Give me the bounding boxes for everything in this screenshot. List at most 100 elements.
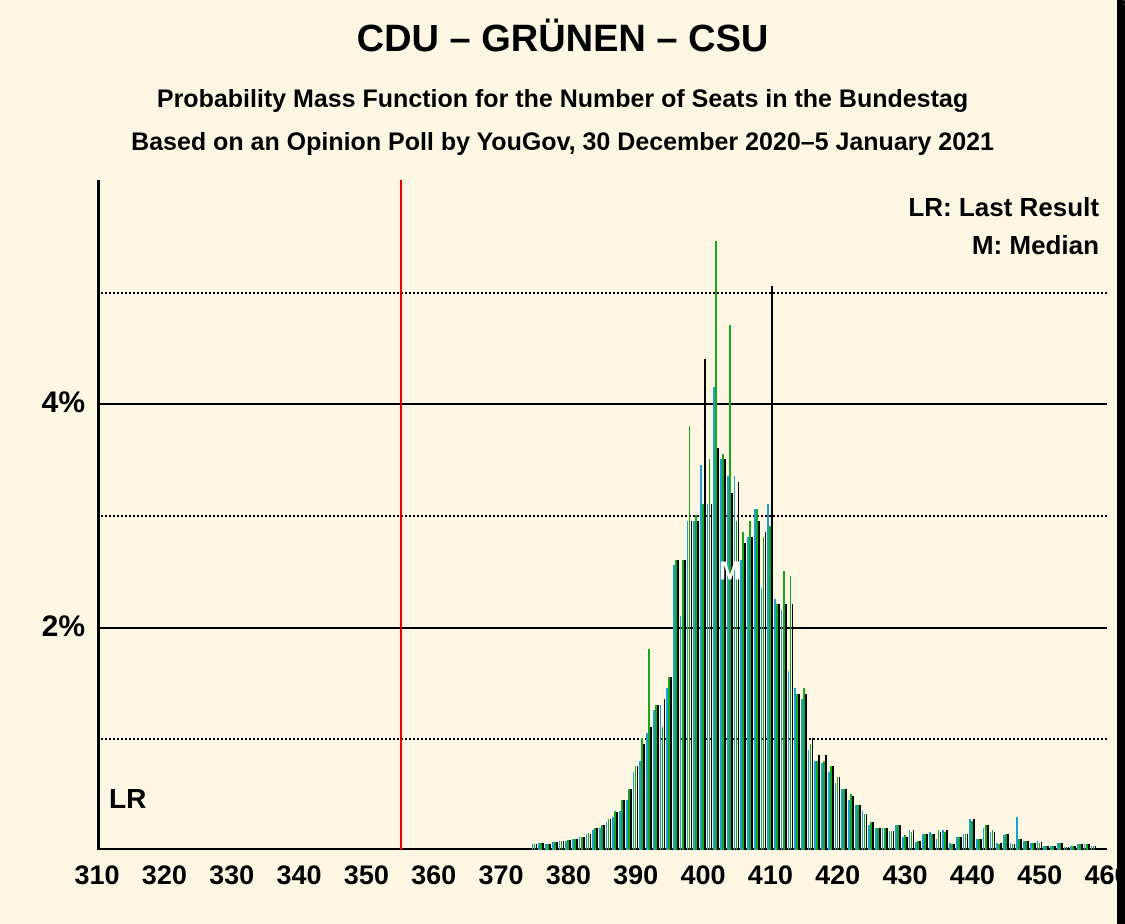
x-tick-label: 410 [748, 860, 793, 891]
x-tick-label: 390 [613, 860, 658, 891]
x-tick-label: 350 [344, 860, 389, 891]
x-tick-label: 320 [142, 860, 187, 891]
bar-black [637, 766, 639, 850]
bar-black [913, 830, 915, 850]
bar-black [818, 755, 820, 850]
bar-black [866, 814, 868, 850]
x-tick-label: 400 [680, 860, 725, 891]
bar-black [684, 560, 686, 850]
bar-black [980, 839, 982, 850]
bar-black [987, 825, 989, 850]
bar-black [919, 841, 921, 850]
bar-black [717, 448, 719, 850]
gridline [97, 403, 1107, 405]
y-tick-label: 2% [42, 610, 85, 644]
bar-black [670, 677, 672, 850]
x-tick-label: 450 [1017, 860, 1062, 891]
bar-black [657, 705, 659, 850]
bar-black [926, 834, 928, 850]
bar-black [1041, 842, 1043, 850]
lr-axis-label: LR [109, 783, 146, 815]
bar-black [1054, 846, 1056, 850]
bar-black [563, 841, 565, 850]
bar-black [812, 738, 814, 850]
bar-black [664, 699, 666, 850]
bar-black [610, 819, 612, 850]
x-tick-label: 360 [411, 860, 456, 891]
bar-black [1047, 846, 1049, 850]
last-result-line [400, 180, 402, 850]
bar-black [953, 844, 955, 850]
bar-black [960, 837, 962, 850]
bar-black [906, 837, 908, 850]
bar-black [704, 359, 706, 850]
legend-last-result: LR: Last Result [908, 192, 1099, 223]
bar-black [825, 755, 827, 850]
bar-black [677, 560, 679, 850]
bar-black [569, 840, 571, 850]
x-tick-label: 340 [276, 860, 321, 891]
bar-black [556, 842, 558, 850]
bar-black [994, 832, 996, 850]
bar-black [765, 532, 767, 850]
bar-black [805, 694, 807, 850]
x-tick-label: 460 [1084, 860, 1125, 891]
bar-black [758, 521, 760, 850]
bar-black [583, 837, 585, 850]
bar-black [744, 543, 746, 850]
x-tick-label: 370 [478, 860, 523, 891]
copyright-text: © 2021 Filip van Laenen [1119, 0, 1125, 6]
gridline [97, 627, 1107, 629]
bar-black [933, 834, 935, 850]
bar-black [1007, 834, 1009, 850]
bar-black [697, 521, 699, 850]
chart-title: CDU – GRÜNEN – CSU [0, 18, 1125, 61]
bar-black [536, 844, 538, 850]
y-tick-label: 4% [42, 386, 85, 420]
bar-black [1014, 844, 1016, 850]
bar-black [596, 828, 598, 850]
bar-black [549, 844, 551, 850]
bar-black [973, 819, 975, 850]
bar-black [751, 537, 753, 850]
bar-black [1088, 844, 1090, 850]
bar-black [1020, 839, 1022, 850]
median-marker: M [719, 555, 741, 586]
x-tick-label: 420 [815, 860, 860, 891]
bar-black [1061, 843, 1063, 850]
bar-black [859, 805, 861, 850]
bar-black [839, 777, 841, 850]
bar-black [967, 834, 969, 850]
bar-black [872, 822, 874, 850]
x-tick-label: 440 [950, 860, 995, 891]
bar-black [792, 604, 794, 850]
bar-black [940, 832, 942, 850]
legend-median: M: Median [972, 230, 1099, 261]
bar-black [886, 828, 888, 850]
bar-black [1000, 843, 1002, 850]
x-tick-label: 330 [209, 860, 254, 891]
gridline-dotted [97, 738, 1107, 740]
bar-black [879, 828, 881, 850]
bar-black [1027, 841, 1029, 850]
gridline-dotted [97, 515, 1107, 517]
bar-black [771, 286, 773, 850]
chart-canvas: © 2021 Filip van Laenen CDU – GRÜNEN – C… [0, 0, 1125, 924]
bar-black [832, 766, 834, 850]
plot-area: LR: Last Result M: Median LR 2%4%3103203… [97, 180, 1107, 850]
bar-black [616, 812, 618, 850]
bar-black [778, 604, 780, 850]
bar-black [603, 825, 605, 850]
bar-black [899, 825, 901, 850]
bar-black [724, 459, 726, 850]
bar-black [1095, 846, 1097, 850]
bar-black [630, 789, 632, 850]
bar-black [576, 839, 578, 850]
bar-black [798, 694, 800, 850]
bar-black [893, 831, 895, 850]
gridline-dotted [97, 292, 1107, 294]
bar-black [711, 504, 713, 850]
x-tick-label: 310 [74, 860, 119, 891]
bar-black [1034, 843, 1036, 850]
bar-black [590, 834, 592, 850]
